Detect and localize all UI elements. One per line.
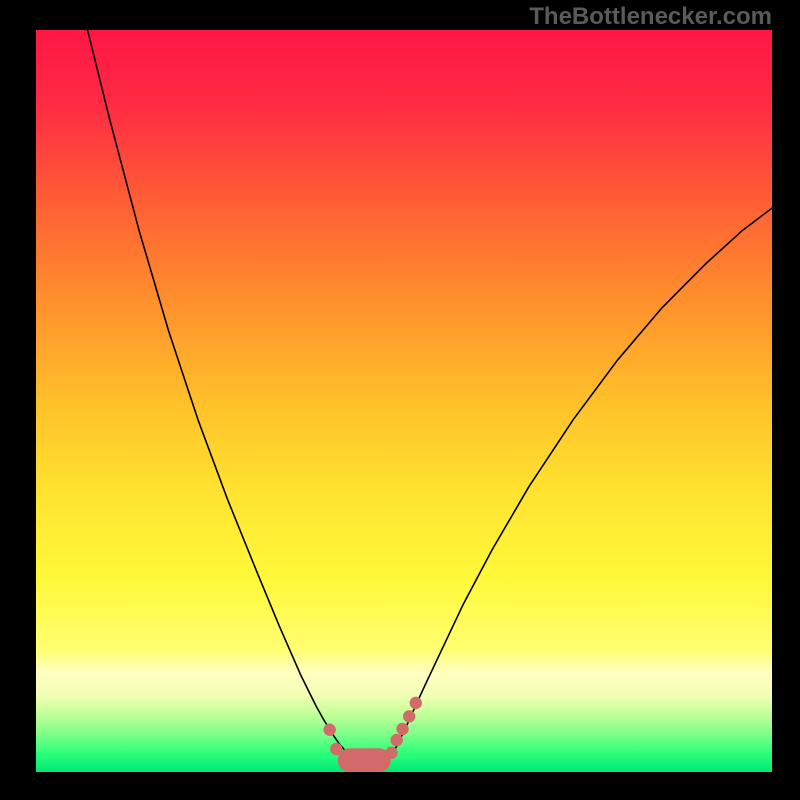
chart-background bbox=[36, 30, 772, 772]
figure-container: TheBottlenecker.com bbox=[0, 0, 800, 800]
optimal-dot bbox=[385, 747, 397, 759]
optimal-dot bbox=[403, 710, 415, 722]
watermark-text: TheBottlenecker.com bbox=[529, 3, 772, 31]
optimal-dot bbox=[396, 723, 408, 735]
bottleneck-chart bbox=[36, 30, 772, 772]
optimal-bar bbox=[338, 748, 391, 772]
optimal-dot bbox=[330, 743, 342, 755]
optimal-dot bbox=[410, 697, 422, 709]
optimal-dot bbox=[390, 734, 402, 746]
optimal-dot bbox=[323, 724, 335, 736]
